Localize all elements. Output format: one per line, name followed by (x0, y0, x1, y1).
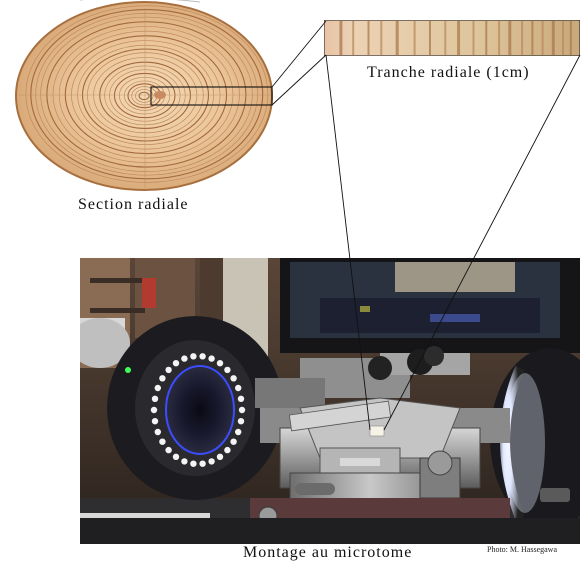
led-dot (154, 384, 161, 392)
led-dot (181, 355, 188, 362)
strip-band (508, 21, 512, 55)
growth-ring (119, 76, 171, 115)
led-dot (159, 375, 166, 382)
tranche-caption: Tranche radiale (1cm) (367, 64, 530, 81)
growth-ring (138, 91, 150, 101)
strip-band (413, 21, 416, 55)
led-dot (159, 438, 166, 445)
sample-selection-box (150, 86, 273, 106)
led-dot (216, 453, 224, 460)
growth-ring (46, 21, 247, 168)
led-dot (190, 353, 197, 360)
strip-band (551, 21, 555, 55)
strip-band (367, 21, 370, 55)
strip-band (339, 21, 343, 55)
strip-band (498, 21, 501, 55)
strip-band (485, 21, 488, 55)
led-dot (208, 355, 215, 362)
led-dot (151, 418, 159, 425)
led-dot (235, 428, 242, 436)
led-dot (172, 453, 180, 460)
led-dot (165, 446, 172, 454)
strip-growth-bands (339, 21, 572, 55)
radial-strip (324, 20, 580, 56)
led-dot (154, 428, 161, 436)
led-dot (235, 384, 242, 392)
led-dot (224, 446, 231, 454)
strip-band (562, 21, 565, 55)
microtome-photo (80, 258, 580, 544)
strip-band (541, 21, 544, 55)
strip-body (324, 20, 580, 56)
strip-band (352, 21, 355, 55)
growth-ring (30, 8, 264, 180)
connector-line (271, 54, 327, 106)
led-ring-light (150, 353, 246, 467)
strip-band (395, 21, 399, 55)
projection-line (383, 54, 581, 431)
led-dot (150, 406, 158, 414)
strip-band (457, 21, 461, 55)
growth-ring (52, 26, 240, 163)
led-dot (172, 360, 180, 367)
led-dot (199, 353, 206, 360)
led-dot (151, 395, 159, 402)
led-dot (216, 360, 224, 367)
led-dot (165, 366, 172, 374)
montage-caption: Montage au microtome (243, 544, 413, 561)
connector-line (271, 20, 327, 88)
growth-ring (40, 16, 253, 172)
growth-ring (135, 89, 154, 103)
strip-band (521, 21, 524, 55)
led-dot (208, 458, 215, 465)
growth-ring (58, 30, 234, 159)
led-dot (190, 460, 197, 467)
section-caption: Section radiale (78, 196, 189, 213)
led-dot (238, 406, 246, 414)
led-dot (237, 395, 245, 402)
projection-line (325, 54, 371, 431)
wood-cross-section (15, 0, 273, 191)
led-dot (230, 438, 237, 445)
strip-band (569, 21, 572, 55)
led-dot (237, 418, 245, 425)
strip-band (429, 21, 431, 55)
led-dot (230, 375, 237, 382)
photo-credit: Photo: M. Hassegawa (487, 545, 557, 554)
growth-ring (35, 12, 258, 176)
growth-ring (25, 5, 269, 183)
led-dot (199, 460, 206, 467)
strip-band (380, 21, 383, 55)
strip-band (531, 21, 534, 55)
strip-band (472, 21, 475, 55)
led-dot (224, 366, 231, 374)
strip-band (444, 21, 447, 55)
led-dot (181, 458, 188, 465)
